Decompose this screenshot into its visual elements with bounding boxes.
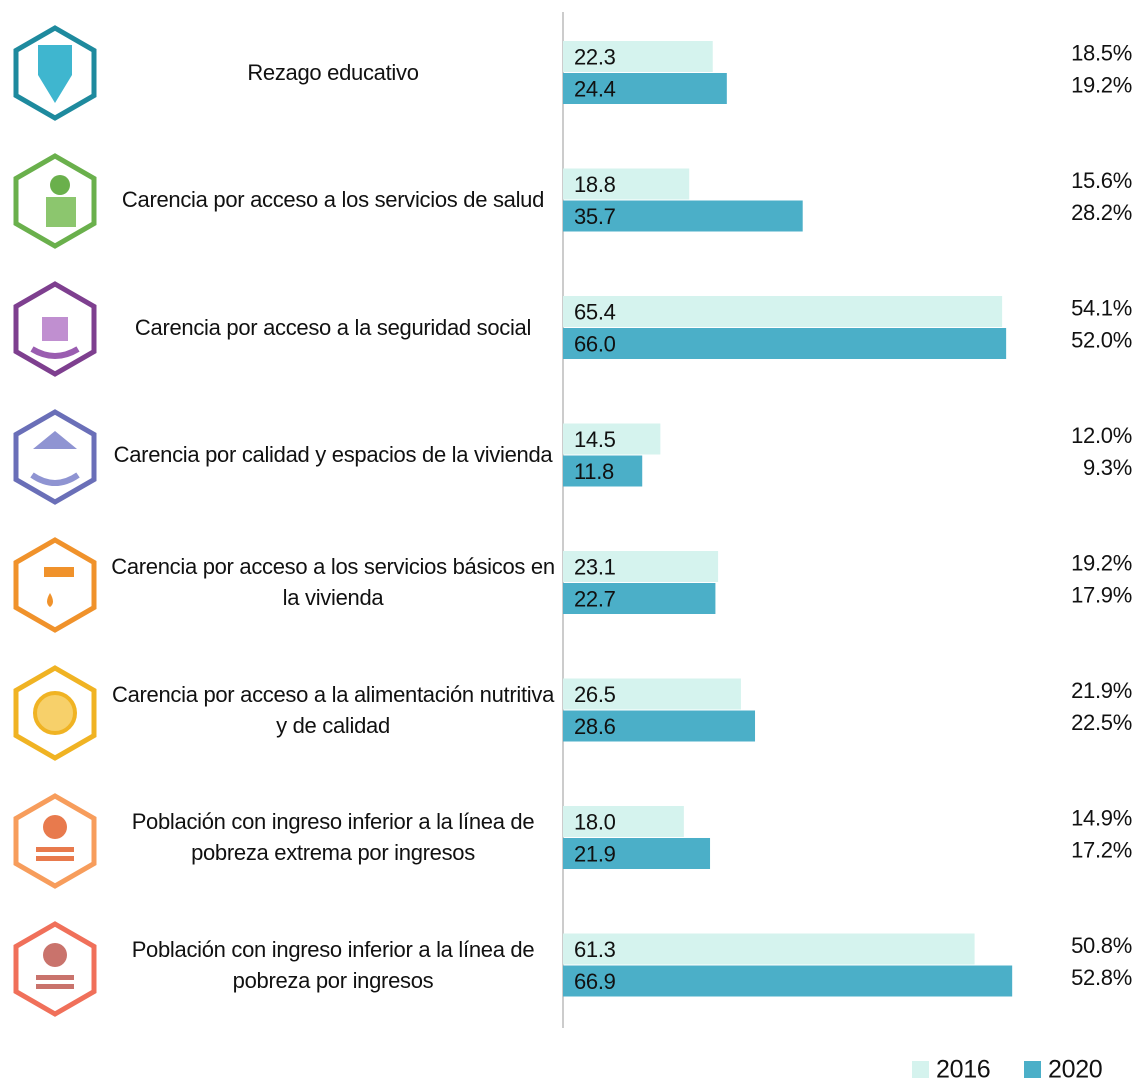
bar [563,41,713,72]
share-label: 19.2% [1071,550,1132,575]
legend-swatch [1024,1061,1041,1078]
bar [563,933,975,965]
category-label: Población con ingreso inferior a la líne… [131,809,535,865]
bar [563,583,716,614]
share-label: 52.8% [1071,965,1132,990]
bar [563,328,1007,359]
bar [563,200,803,232]
bar [563,455,643,487]
share-label: 17.2% [1071,837,1132,862]
value-label: 18.0 [574,809,616,834]
value-label: 65.4 [574,299,616,324]
icon [16,156,94,246]
share-label: 12.0% [1071,423,1132,448]
icons [16,28,94,1014]
share-label: 22.5% [1071,710,1132,735]
category-label: Carencia por calidad y espacios de la vi… [113,442,553,467]
category-label: Rezago educativo [247,59,419,85]
bar [563,73,727,104]
share-label: 50.8% [1071,933,1132,958]
category-label: Población con ingreso inferior a la líne… [131,936,535,993]
bar [563,296,1003,327]
bar [563,551,719,582]
value-label: 24.4 [574,76,616,101]
icon [16,668,94,758]
bar [563,710,756,742]
category-label: Carencia por acceso a la seguridad socia… [134,314,532,340]
icon [16,412,94,502]
bar [563,423,661,455]
icon [16,284,94,374]
bar [563,838,711,869]
category-label: Carencia por acceso a los servicios bási… [111,554,555,610]
icon [16,540,94,630]
icon [16,924,94,1014]
share-label: 14.9% [1071,805,1132,830]
value-label: 18.8 [574,172,616,197]
legend-label: 2016 [936,1056,990,1084]
bar [563,965,1013,997]
value-label: 22.3 [574,44,616,69]
bar [563,168,690,200]
share-label: 54.1% [1071,295,1132,320]
legend-label: 2020 [1048,1056,1102,1084]
category-label: Carencia por acceso a los servicios de s… [121,187,545,212]
share-label: 52.0% [1071,327,1132,352]
share-label: 9.3% [1083,455,1132,480]
icon [16,28,94,118]
value-label: 61.3 [574,937,616,962]
value-label: 21.9 [574,841,616,866]
value-label: 66.9 [574,969,616,994]
value-label: 22.7 [574,586,616,611]
share-label: 15.6% [1071,168,1132,193]
value-label: 66.0 [574,331,616,356]
value-label: 26.5 [574,682,616,707]
value-label: 28.6 [574,714,616,739]
value-label: 23.1 [574,554,616,579]
share-label: 21.9% [1071,678,1132,703]
share-label: 28.2% [1071,200,1132,225]
value-label: 35.7 [574,204,616,229]
icon [16,796,94,886]
share-label: 17.9% [1071,582,1132,607]
value-label: 14.5 [574,427,616,452]
bar [563,806,684,837]
value-label: 11.8 [574,459,614,484]
share-label: 18.5% [1071,40,1132,65]
legend-swatch [912,1061,929,1078]
bar [563,678,741,710]
category-label: Carencia por acceso a la alimentación nu… [111,681,555,738]
share-label: 19.2% [1071,72,1132,97]
